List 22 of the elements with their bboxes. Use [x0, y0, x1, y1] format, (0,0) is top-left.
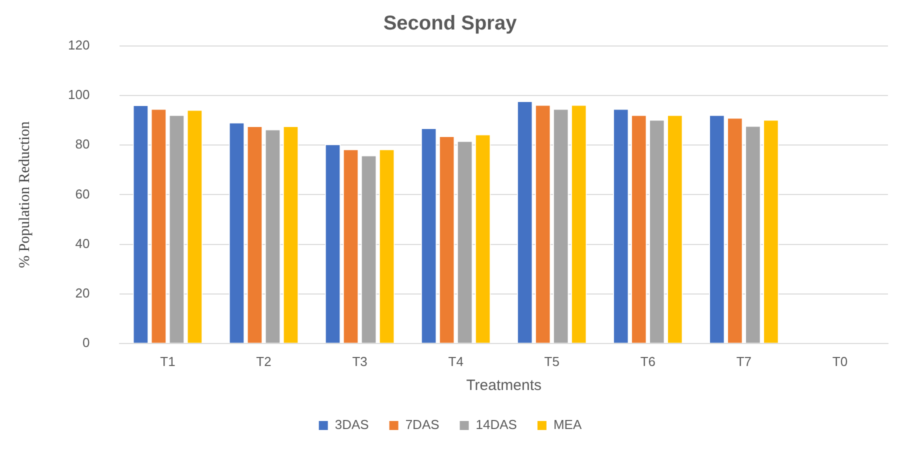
- y-tick-label: 60: [75, 186, 90, 202]
- y-tick-label: 20: [75, 285, 90, 300]
- legend-label: 14DAS: [476, 417, 518, 432]
- legend-label: 7DAS: [405, 417, 440, 432]
- x-tick-label: T7: [736, 354, 752, 369]
- x-tick-label: T4: [448, 354, 464, 369]
- y-tick-label: 120: [68, 38, 90, 53]
- chart-title: Second Spray: [383, 12, 518, 35]
- y-tick-label: 40: [75, 236, 90, 251]
- x-tick-label: T3: [352, 354, 368, 369]
- x-tick-label: T5: [544, 354, 560, 369]
- x-tick-label: T0: [832, 354, 848, 369]
- y-tick-label: 0: [82, 334, 90, 350]
- x-axis-title: Treatments: [466, 377, 542, 394]
- x-tick-label: T6: [640, 354, 656, 369]
- y-axis-title: % Population Reduction: [16, 120, 33, 268]
- legend-label: 3DAS: [334, 417, 370, 432]
- y-tick-label: 80: [75, 136, 90, 152]
- y-tick-label: 100: [68, 87, 90, 102]
- x-tick-label: T2: [256, 354, 272, 369]
- x-tick-label: T1: [160, 354, 176, 369]
- legend-label: MEA: [553, 417, 582, 432]
